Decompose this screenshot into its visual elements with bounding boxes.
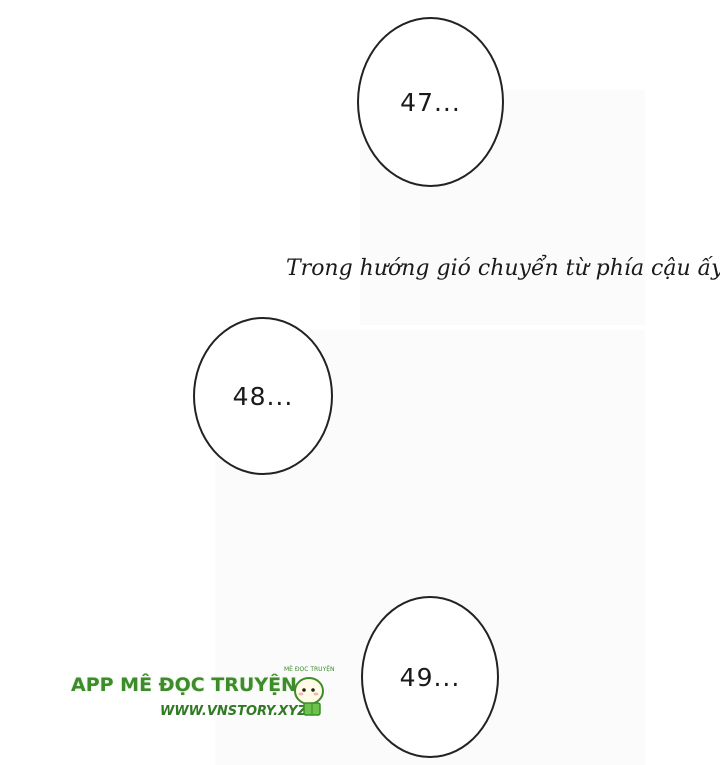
watermark-url: WWW.VNSTORY.XYZ xyxy=(160,704,307,719)
bubble-label: 48... xyxy=(232,381,294,411)
bubble-label: 47... xyxy=(400,87,461,117)
mascot-icon xyxy=(294,677,324,716)
bubble-label: 49... xyxy=(399,662,461,692)
watermark-title: APP MÊ ĐỌC TRUYỆN xyxy=(71,674,297,696)
speech-bubble-48: 48... xyxy=(193,317,333,475)
watermark-logo: MÊ ĐỌC TRUYỆN APP MÊ ĐỌC TRUYỆN WWW.VNST… xyxy=(68,660,343,730)
watermark-small-caption: MÊ ĐỌC TRUYỆN xyxy=(284,666,335,673)
speech-bubble-49: 49... xyxy=(361,596,499,758)
speech-bubble-47: 47... xyxy=(357,17,504,187)
narration-text: Trong hướng gió chuyển từ phía cậu ấy, xyxy=(286,256,720,281)
